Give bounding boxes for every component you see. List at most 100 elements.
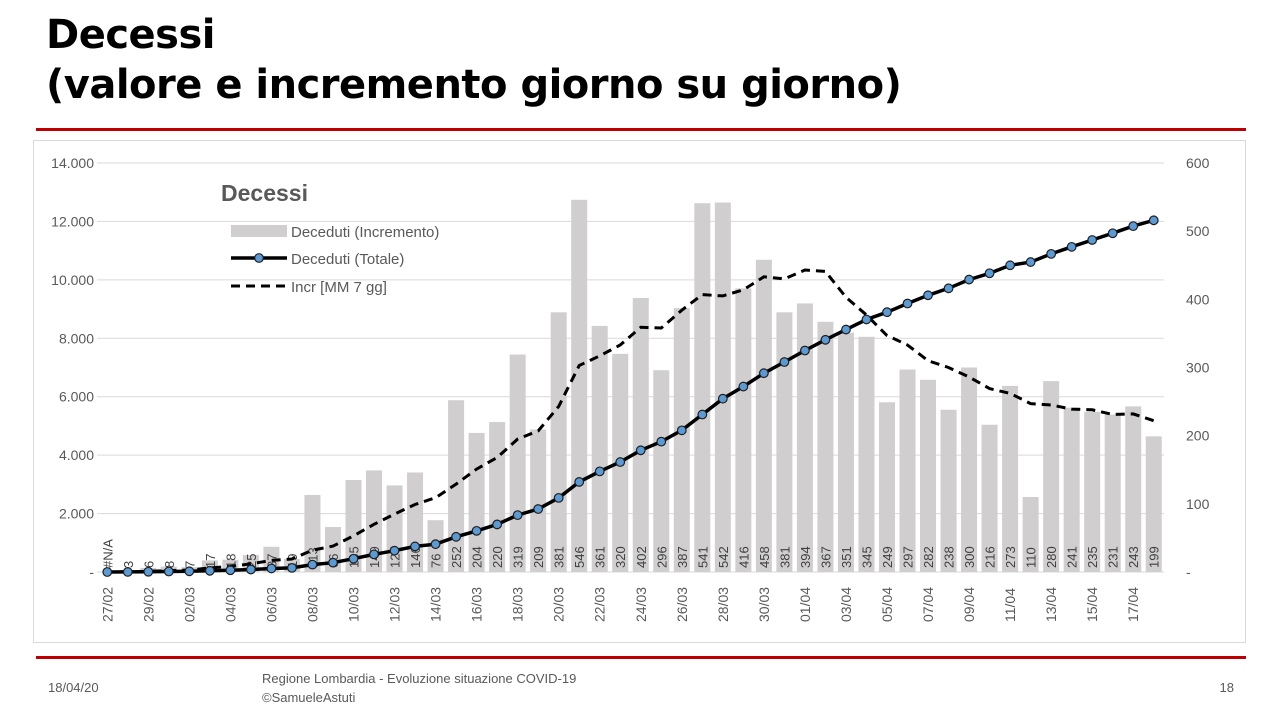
x-tick-label: 28/03 — [715, 587, 731, 622]
bar-value-label: 402 — [634, 546, 649, 568]
bar-value-label: 280 — [1044, 546, 1059, 568]
bar-value-label: 216 — [983, 546, 998, 568]
x-tick-label: 15/04 — [1084, 587, 1100, 622]
total-deaths-marker — [204, 565, 215, 576]
bar-value-label: 238 — [942, 546, 957, 568]
bar-value-label: 546 — [572, 546, 587, 568]
page-number: 18 — [1219, 680, 1234, 695]
bar-increment — [776, 312, 793, 572]
x-tick-label: 02/03 — [181, 587, 197, 622]
chart-container: - 2.000 4.000 6.000 8.000 10.000 12.000 14.000 -… — [33, 140, 1246, 643]
bar-value-label: 110 — [1024, 547, 1039, 568]
total-deaths-marker — [307, 559, 318, 570]
x-tick-label: 14/03 — [428, 587, 444, 622]
total-deaths-marker — [287, 563, 297, 573]
x-tick-label: 18/03 — [510, 587, 526, 622]
bar-value-label: 8 — [162, 561, 177, 568]
bar-increment — [1002, 385, 1019, 572]
legend-swatch-increment — [231, 225, 287, 237]
bar-increment — [530, 429, 547, 572]
bar-increment — [940, 409, 957, 572]
total-deaths-marker — [451, 531, 461, 542]
x-tick-label: 12/03 — [387, 587, 403, 622]
total-deaths-marker — [943, 283, 954, 294]
bar-increment — [550, 312, 567, 572]
bar-increment — [571, 199, 588, 572]
bar-increment — [632, 297, 649, 572]
x-tick-label: 05/04 — [879, 587, 895, 622]
y-left-tick-label: 8.000 — [59, 330, 94, 346]
total-deaths-marker — [512, 510, 523, 521]
bar-increment — [509, 354, 526, 572]
x-tick-label: 08/03 — [304, 587, 320, 622]
bar-value-label: 320 — [613, 546, 628, 568]
x-tick-label: 22/03 — [592, 587, 608, 622]
bar-value-label: 542 — [716, 546, 731, 568]
title-divider — [36, 128, 1246, 131]
bar-value-label: 367 — [818, 546, 833, 568]
total-deaths-marker — [122, 567, 133, 577]
x-tick-label: 13/04 — [1043, 587, 1059, 622]
total-deaths-marker — [902, 298, 913, 309]
total-deaths-marker — [656, 436, 667, 447]
footer-divider — [36, 656, 1246, 659]
total-deaths-marker — [533, 504, 544, 514]
bar-increment — [755, 259, 772, 572]
total-deaths-marker — [820, 334, 831, 345]
total-deaths-marker — [143, 566, 154, 577]
x-tick-label: 29/02 — [140, 587, 156, 622]
bar-increment — [694, 203, 711, 573]
total-deaths-marker — [594, 466, 605, 477]
footer-source: Regione Lombardia - Evoluzione situazion… — [262, 669, 576, 707]
total-deaths-marker — [471, 525, 482, 536]
y-right-tick-label: 300 — [1186, 360, 1210, 376]
total-deaths-marker — [1148, 215, 1159, 226]
bar-value-label: 204 — [470, 546, 485, 568]
total-deaths-marker — [1025, 257, 1036, 267]
bar-increment — [673, 308, 690, 572]
y-left-tick-label: 4.000 — [59, 447, 94, 463]
x-tick-label: 01/04 — [797, 587, 813, 622]
x-tick-label: 30/03 — [756, 587, 772, 622]
total-deaths-marker — [697, 409, 708, 420]
total-deaths-marker — [245, 564, 256, 575]
bar-value-label: 6 — [141, 561, 156, 568]
bar-value-label: 282 — [921, 546, 936, 568]
bar-increment — [735, 288, 752, 572]
y-left-tick-label: 14.000 — [51, 155, 94, 171]
total-deaths-marker — [800, 345, 810, 356]
total-deaths-marker — [779, 357, 790, 367]
x-tick-label: 27/02 — [99, 587, 115, 622]
total-deaths-marker — [369, 549, 379, 560]
total-deaths-marker — [882, 307, 892, 318]
slide-title-line2: (valore e incremento giorno su giorno) — [46, 62, 902, 108]
bar-value-label: 220 — [490, 546, 505, 568]
x-tick-label: 16/03 — [469, 587, 485, 622]
bar-increment — [1145, 436, 1162, 572]
line-moving-average — [107, 268, 1155, 574]
legend-label-average: Incr [MM 7 gg] — [291, 279, 387, 296]
bar-value-label: 243 — [1126, 546, 1141, 568]
bar-increment — [345, 479, 362, 572]
bar-value-label: 7 — [182, 561, 197, 568]
x-tick-label: 06/03 — [263, 587, 279, 622]
x-tick-label: 09/04 — [961, 587, 977, 622]
total-deaths-marker — [492, 519, 503, 530]
bar-value-label: 252 — [449, 546, 464, 568]
slide-title: Decessi (valore e incremento giorno su g… — [46, 10, 902, 110]
x-tick-label: 10/03 — [345, 587, 361, 622]
y-left-tick-label: 6.000 — [59, 389, 94, 405]
bar-value-label: 381 — [777, 546, 792, 568]
total-deaths-marker — [553, 492, 564, 503]
bar-increment — [653, 370, 670, 572]
bar-value-label: 273 — [1003, 546, 1018, 568]
bar-value-label: 394 — [798, 546, 813, 568]
total-deaths-marker — [964, 274, 974, 285]
deaths-chart: - 2.000 4.000 6.000 8.000 10.000 12.000 14.000 -… — [51, 155, 1210, 622]
total-deaths-marker — [328, 557, 338, 568]
bar-value-label: 361 — [593, 546, 608, 568]
bar-value-label: 249 — [880, 546, 895, 568]
bar-increment — [1043, 381, 1060, 572]
bar-increment — [817, 321, 834, 572]
bar-increment — [796, 303, 813, 572]
